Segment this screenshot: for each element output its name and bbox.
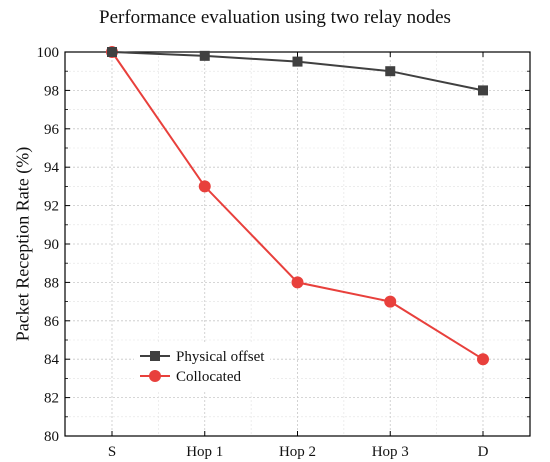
data-point-collocated: [384, 295, 397, 308]
data-point-physical-offset: [199, 50, 210, 61]
data-point-physical-offset: [292, 56, 303, 67]
y-tick-label: 88: [44, 275, 59, 291]
chart-title: Performance evaluation using two relay n…: [99, 7, 451, 28]
y-tick-label: 86: [44, 314, 60, 330]
x-tick-label: Hop 3: [372, 444, 409, 460]
y-tick-label: 80: [44, 429, 59, 445]
x-tick-label: Hop 2: [279, 444, 316, 460]
x-tick-label: Hop 1: [186, 444, 223, 460]
y-tick-label: 96: [44, 122, 60, 138]
data-point-physical-offset: [107, 47, 117, 57]
data-point-collocated: [198, 180, 211, 193]
y-tick-label: 92: [44, 199, 59, 215]
x-tick-label: S: [108, 444, 116, 460]
data-point-physical-offset: [478, 85, 488, 96]
y-tick-label: 90: [44, 237, 59, 253]
data-point-physical-offset: [385, 66, 396, 77]
y-tick-label: 94: [44, 160, 60, 176]
axes: 80 82 84 86 88 90 92 94 96 98 100 S Hop 1 Hop 2 Hop 3 D: [37, 45, 531, 460]
x-tick-label: D: [478, 444, 489, 460]
y-axis-label: Packet Reception Rate (%): [12, 147, 33, 341]
legend: Physical offset Collocated: [134, 344, 270, 390]
y-tick-label: 82: [44, 391, 59, 407]
data-point-collocated: [477, 353, 489, 366]
data-point-collocated: [291, 276, 304, 289]
series-group: [106, 46, 489, 366]
legend-marker-collocated: [149, 370, 161, 382]
legend-marker-physical-offset: [150, 351, 160, 361]
y-tick-label: 100: [37, 45, 60, 61]
legend-label-physical-offset: Physical offset: [176, 349, 265, 365]
legend-label-collocated: Collocated: [176, 369, 241, 385]
y-tick-label: 84: [44, 352, 60, 368]
y-tick-label: 98: [44, 83, 59, 99]
